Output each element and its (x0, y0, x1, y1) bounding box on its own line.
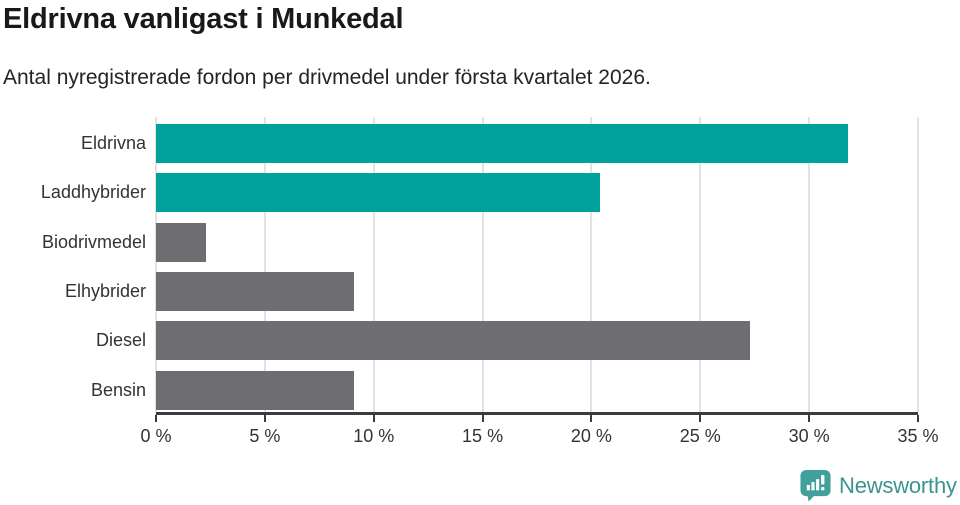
newsworthy-logo-icon (800, 469, 831, 502)
category-label: Elhybrider (64, 280, 146, 301)
axis-tick (590, 415, 593, 422)
axis-tick-label: 20 % (570, 426, 612, 446)
gridline (263, 117, 266, 412)
axis-tick-label: 15 % (462, 426, 504, 446)
axis-tick-label: 0 % (140, 426, 172, 446)
x-axis: 0 % 5 % 10 % 15 % 20 % 25 % 30 % 35 % (140, 412, 939, 505)
axis-tick (808, 415, 811, 422)
brand-name: Newsworthy (839, 472, 957, 498)
category-label: Laddhybrider (40, 182, 146, 203)
gridline (808, 117, 811, 412)
gridline (699, 117, 702, 412)
chart-subtitle: Antal nyregistrerade fordon per drivmede… (3, 66, 651, 89)
axis-tick-label: 30 % (788, 426, 830, 446)
gridline (372, 117, 375, 412)
bar-biodrivmedel (156, 222, 207, 262)
axis-tick (263, 415, 266, 422)
axis-tick-label: 10 % (353, 426, 395, 446)
brand-logo: Newsworthy (799, 469, 957, 502)
plot-area (155, 117, 919, 412)
bar-bensin (156, 370, 355, 410)
bar-eldrivna (156, 124, 849, 163)
axis-tick (917, 415, 919, 422)
category-label: Diesel (95, 330, 146, 351)
gridline (917, 117, 919, 412)
gridline (481, 117, 484, 412)
axis-tick-label: 5 % (249, 426, 281, 446)
axis-tick-label: 25 % (679, 426, 721, 446)
axis-tick (481, 415, 484, 422)
category-label: Biodrivmedel (41, 231, 146, 252)
axis-tick (372, 415, 375, 422)
category-label: Eldrivna (80, 133, 146, 153)
axis-tick (155, 415, 157, 422)
category-label: Bensin (90, 379, 146, 400)
bar-elhybrider (156, 271, 355, 311)
bar-diesel (156, 321, 751, 361)
bar-laddhybrider (156, 173, 601, 213)
axis-tick-label: 35 % (897, 426, 939, 446)
chart-title: Eldrivna vanligast i Munkedal (3, 3, 404, 35)
gridline (590, 117, 593, 412)
gridline (155, 117, 157, 412)
axis-tick (699, 415, 702, 422)
